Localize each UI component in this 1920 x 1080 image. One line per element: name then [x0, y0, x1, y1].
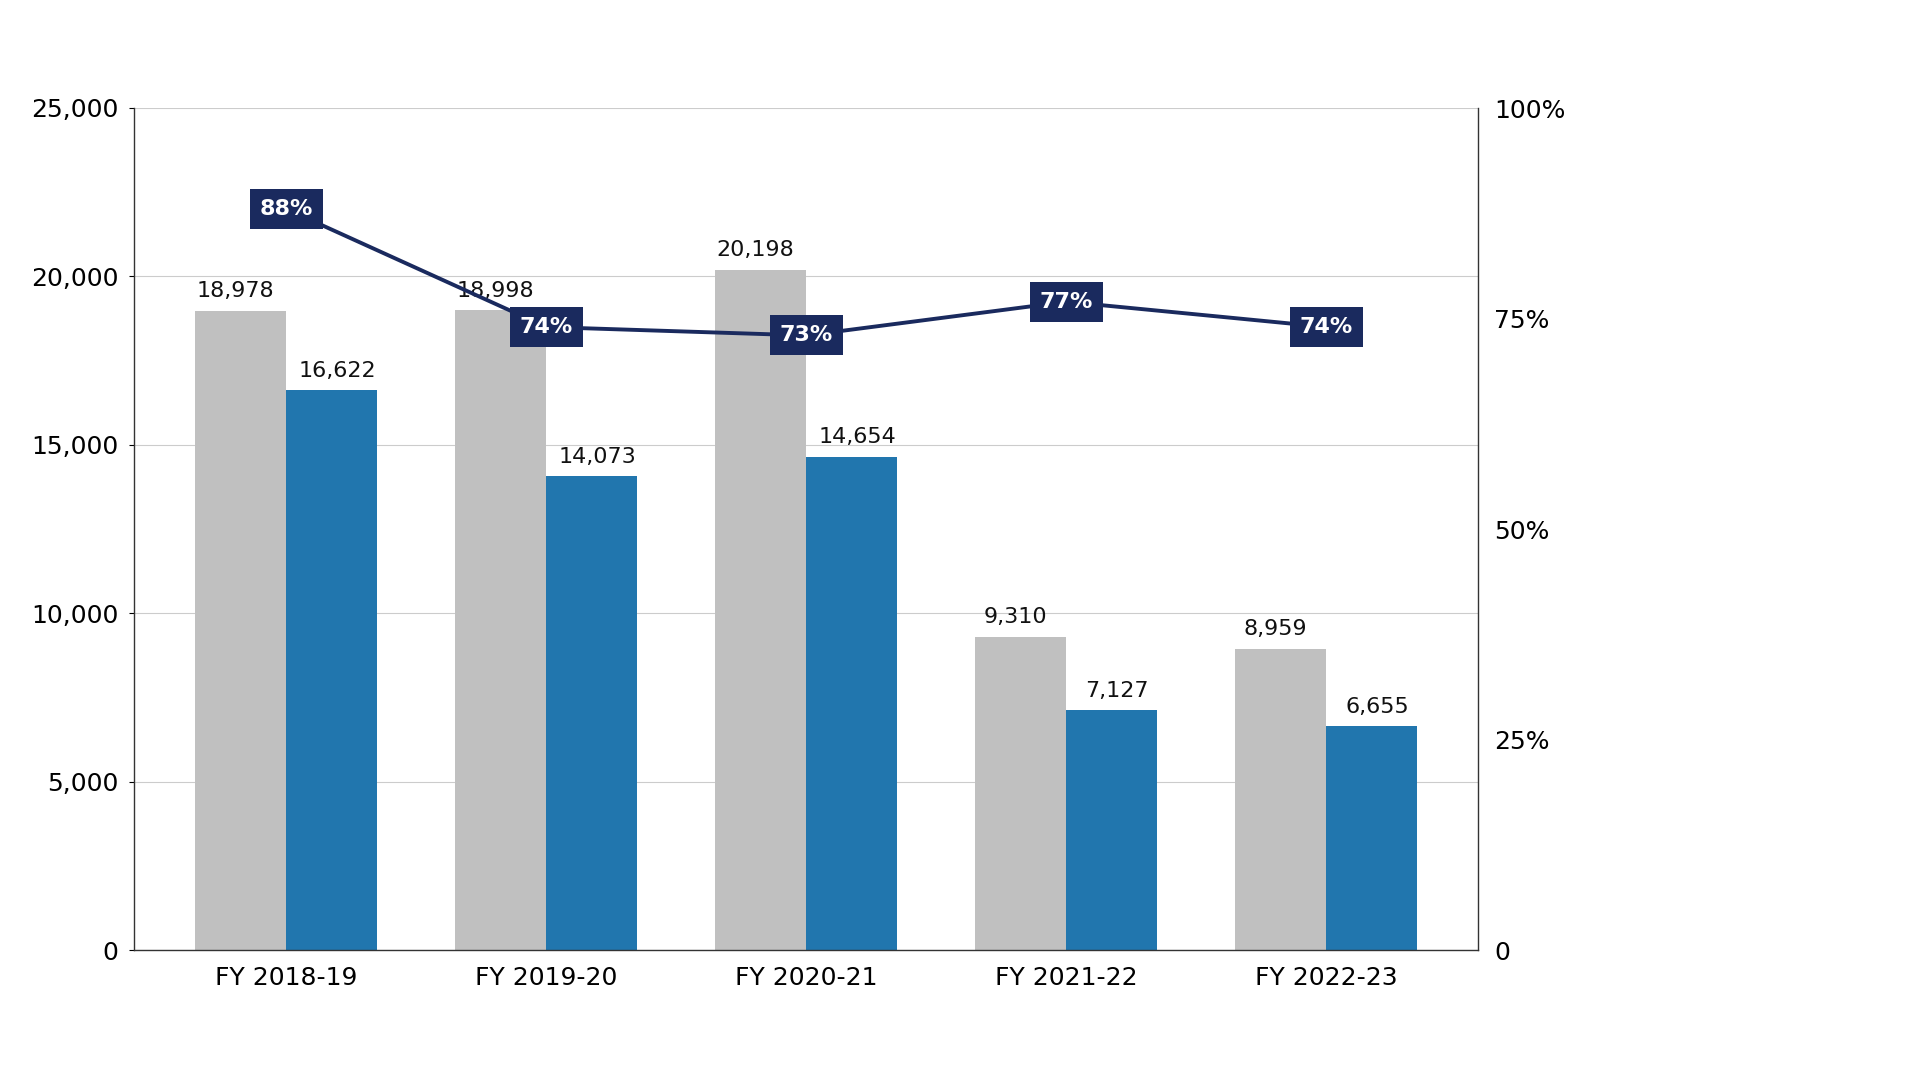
Bar — [1235, 648, 1327, 950]
Text: 14,654: 14,654 — [818, 428, 897, 447]
Text: 88%: 88% — [259, 199, 313, 219]
Bar — [547, 476, 637, 950]
Bar — [196, 311, 286, 950]
Text: 74%: 74% — [1300, 318, 1354, 337]
Text: 18,978: 18,978 — [198, 282, 275, 301]
Text: 8,959: 8,959 — [1244, 619, 1308, 639]
Bar — [1327, 726, 1417, 950]
Text: 14,073: 14,073 — [559, 447, 636, 467]
Text: 16,622: 16,622 — [298, 361, 376, 381]
Bar — [716, 270, 806, 950]
Bar — [455, 310, 547, 950]
Text: 74%: 74% — [520, 318, 572, 337]
Bar — [806, 457, 897, 950]
Text: 7,127: 7,127 — [1085, 680, 1148, 701]
Text: 20,198: 20,198 — [716, 241, 795, 260]
Bar — [1066, 711, 1158, 950]
Text: 73%: 73% — [780, 325, 833, 346]
Bar — [286, 390, 378, 950]
Text: 6,655: 6,655 — [1346, 697, 1409, 717]
Text: 77%: 77% — [1039, 292, 1092, 312]
Text: 18,998: 18,998 — [457, 281, 534, 301]
Bar — [975, 637, 1066, 950]
Text: 9,310: 9,310 — [983, 607, 1048, 627]
